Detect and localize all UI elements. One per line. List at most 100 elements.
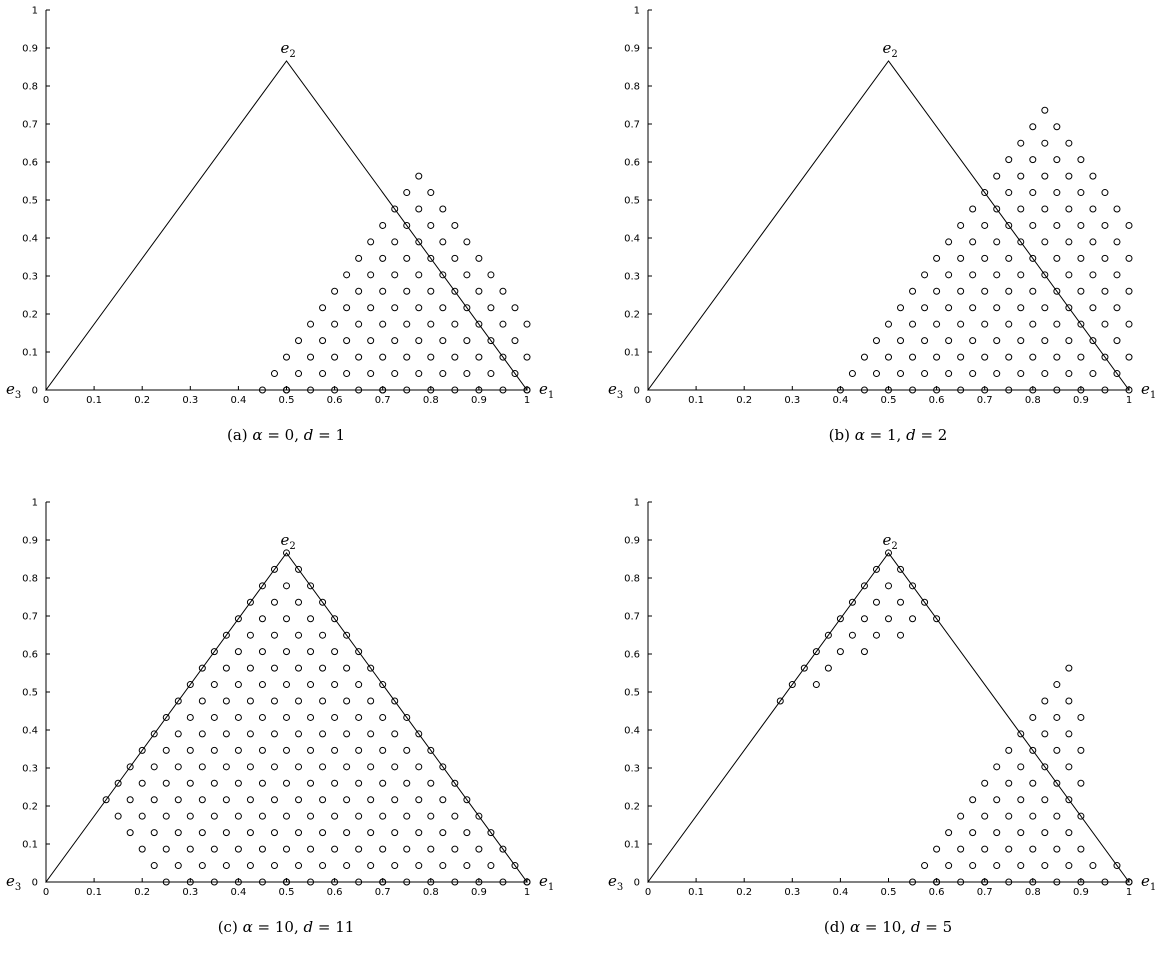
data-point xyxy=(981,779,989,787)
data-point xyxy=(1113,370,1121,378)
data-point xyxy=(1029,189,1037,197)
data-point xyxy=(319,304,327,312)
data-point xyxy=(1113,337,1121,345)
data-point xyxy=(1077,779,1085,787)
data-point xyxy=(860,353,868,361)
data-point xyxy=(379,845,387,853)
data-point xyxy=(933,254,941,262)
data-point xyxy=(812,648,820,656)
data-point xyxy=(415,796,423,804)
y-tick-label: 0.6 xyxy=(624,158,640,169)
x-tick-label: 0.9 xyxy=(471,887,487,898)
data-point xyxy=(1089,238,1097,246)
data-point xyxy=(234,648,242,656)
data-point xyxy=(1065,139,1073,147)
data-point xyxy=(957,812,965,820)
data-point xyxy=(993,763,1001,771)
y-tick-label: 1 xyxy=(32,6,38,17)
x-tick-label: 0.3 xyxy=(182,887,198,898)
data-point xyxy=(403,812,411,820)
data-point xyxy=(1053,386,1061,394)
data-point xyxy=(307,648,315,656)
data-point xyxy=(860,615,868,623)
x-tick-label: 0.2 xyxy=(736,887,752,898)
vertex-label-e2: e2 xyxy=(281,531,296,552)
x-tick-label: 1 xyxy=(524,395,530,406)
data-point xyxy=(1017,862,1025,870)
data-point xyxy=(403,320,411,328)
caption-d: 2 xyxy=(937,426,948,444)
data-point xyxy=(860,386,868,394)
data-point xyxy=(1125,320,1133,328)
data-point xyxy=(451,812,459,820)
data-point xyxy=(1053,189,1061,197)
data-point xyxy=(427,221,435,229)
data-point xyxy=(475,353,483,361)
data-point xyxy=(295,337,303,345)
y-tick-label: 0.3 xyxy=(22,764,38,775)
data-point xyxy=(1065,172,1073,180)
data-point xyxy=(1053,845,1061,853)
data-point xyxy=(355,878,363,886)
data-point xyxy=(367,697,375,705)
data-point xyxy=(1077,254,1085,262)
data-point xyxy=(1005,845,1013,853)
data-point xyxy=(270,565,278,573)
subplot-a: 0 0.1 0.2 0.3 0.4 0.5 0.6 0.7 0.8 0.9 1 0 0.1 0.2 0.3 0… xyxy=(0,0,570,420)
data-point xyxy=(403,287,411,295)
data-point xyxy=(1113,271,1121,279)
data-point xyxy=(307,353,315,361)
data-point xyxy=(319,829,327,837)
data-point xyxy=(246,664,254,672)
data-point xyxy=(1065,862,1073,870)
data-point xyxy=(126,763,134,771)
data-point xyxy=(270,370,278,378)
y-tick-label: 0.7 xyxy=(22,612,38,623)
data-point xyxy=(150,763,158,771)
x-tick-label: 0.4 xyxy=(230,395,246,406)
data-point xyxy=(379,681,387,689)
data-point xyxy=(379,878,387,886)
data-point xyxy=(367,829,375,837)
data-point xyxy=(1053,320,1061,328)
data-point xyxy=(993,862,1001,870)
data-point xyxy=(427,320,435,328)
data-point xyxy=(367,304,375,312)
x-tick-label: 0.6 xyxy=(929,887,945,898)
y-tick-label: 1 xyxy=(32,498,38,509)
data-point xyxy=(343,664,351,672)
data-point xyxy=(246,631,254,639)
plot-area-d: 0 0.1 0.2 0.3 0.4 0.5 0.6 0.7 0.8 0.9 1 0 0.1 0.2 0.3 0… xyxy=(608,498,1156,899)
simplex-triangle xyxy=(45,60,528,391)
data-point xyxy=(222,697,230,705)
data-point xyxy=(523,320,531,328)
data-point xyxy=(391,763,399,771)
x-tick-label: 0.9 xyxy=(1073,887,1089,898)
data-point xyxy=(957,353,965,361)
caption-tag: (b) xyxy=(828,426,850,444)
data-point xyxy=(355,812,363,820)
data-point xyxy=(1077,845,1085,853)
data-point xyxy=(331,812,339,820)
data-point xyxy=(114,779,122,787)
data-point xyxy=(138,812,146,820)
data-point xyxy=(270,631,278,639)
data-point xyxy=(331,779,339,787)
data-point xyxy=(981,254,989,262)
data-point xyxy=(415,730,423,738)
data-point xyxy=(270,730,278,738)
data-point xyxy=(379,221,387,229)
data-point xyxy=(824,664,832,672)
data-point xyxy=(174,697,182,705)
data-point xyxy=(1029,845,1037,853)
subplot-c: 0 0.1 0.2 0.3 0.4 0.5 0.6 0.7 0.8 0.9 1 0 0.1 0.2 0.3 0… xyxy=(0,492,570,912)
data-point xyxy=(403,353,411,361)
data-point xyxy=(897,565,905,573)
y-tick-label: 0.4 xyxy=(624,726,640,737)
data-point xyxy=(198,796,206,804)
data-point xyxy=(234,812,242,820)
data-point xyxy=(1077,320,1085,328)
data-point xyxy=(295,664,303,672)
data-point xyxy=(222,730,230,738)
data-point xyxy=(933,615,941,623)
